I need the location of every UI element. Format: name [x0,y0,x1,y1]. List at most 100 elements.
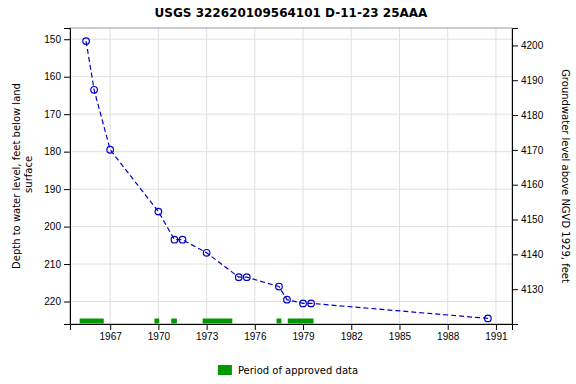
legend-swatch [218,365,232,375]
tick: 1991 [485,324,508,342]
tick-mark [512,254,518,255]
tick-label: 220 [44,296,61,307]
grid-line [70,264,512,265]
point [91,87,98,94]
grid-line [110,28,111,324]
tick-label: 1991 [485,331,508,342]
tick-mark [64,189,70,190]
tick-label: 150 [44,34,61,45]
point [171,236,178,243]
tick: 1973 [196,324,219,342]
tick-label: 4180 [521,110,544,121]
title: USGS 322620109564101 D-11-23 25AAA [155,6,428,20]
tick-mark [303,324,304,330]
tick-label: 1976 [244,331,267,342]
tick-label: 4140 [521,249,544,260]
approved-span [288,319,314,324]
grid-line [303,28,304,324]
tick: 4160 [512,179,544,190]
tick-label: 4150 [521,214,544,225]
tick: 1967 [100,324,123,342]
point [107,146,114,153]
tick-label: 4170 [521,145,544,156]
grid-line [70,301,512,302]
tick: 1988 [437,324,460,342]
grid-line [70,189,512,190]
tick-label: 190 [44,184,61,195]
y-axis-label: Depth to water level, feet below land su… [11,83,34,269]
tick-mark [64,302,70,303]
tick-mark [399,324,400,330]
tick: 1976 [244,324,267,342]
point [308,300,315,307]
grid-line [351,28,352,324]
tick-label: 1979 [292,331,315,342]
tick: 4200 [512,40,544,51]
point [276,283,283,290]
tick-label: 4130 [521,284,544,295]
tick: 4130 [512,284,544,295]
tick-label: 4190 [521,75,544,86]
tick-mark [496,324,497,330]
series-line [86,41,488,318]
tick-mark [512,80,518,81]
grid-line [70,114,512,115]
tick: 1970 [148,324,171,342]
legend: Period of approved data [218,365,358,376]
tick-mark [64,39,70,40]
grid-line [399,28,400,324]
y2-axis: 4130 4140 4150 4160 4170 4180 4190 4200 [512,29,544,325]
tick-label: 200 [44,221,61,232]
tick: 4190 [512,75,544,86]
tick: 4170 [512,145,544,156]
approved-span [171,319,177,324]
tick-mark [110,324,111,330]
tick: 1985 [389,324,412,342]
grid-line [495,28,496,324]
tick-mark [512,115,518,116]
point [235,274,242,281]
tick-mark [351,324,352,330]
marks [80,38,492,322]
grid-line [206,28,207,324]
tick-mark [64,264,70,265]
tick: 1982 [341,324,364,342]
tick-label: 1973 [196,331,219,342]
y2-axis-line [513,29,519,325]
y-axis: 150 160 170 180 190 200 210 220 [44,29,70,325]
approved-span [277,319,282,324]
y2-axis-label: Groundwater level above NGVD 1929, feet [560,69,571,283]
tick: 4180 [512,110,544,121]
grid-line [70,226,512,227]
tick: 220 [44,296,70,307]
plot: 1967197019731976197919821985198819911501… [11,28,571,342]
tick: 4150 [512,214,544,225]
tick-label: 160 [44,71,61,82]
grid-line [70,151,512,152]
tick-mark [64,114,70,115]
tick-mark [512,45,518,46]
point [485,315,492,322]
tick-mark [512,220,518,221]
tick-mark [64,152,70,153]
grid-line [158,28,159,324]
point [83,38,90,45]
tick-mark [512,150,518,151]
grid [70,28,512,324]
x-axis: 1967 1970 1973 1976 1979 1982 1985 1988 1991 [71,324,513,342]
tick-label: 210 [44,259,61,270]
approved-span [203,319,233,324]
tick-label: 1970 [148,331,171,342]
approved-span [154,319,159,324]
tick: 190 [44,184,70,195]
tick-label: 180 [44,146,61,157]
grid-line [70,39,512,40]
y-axis-line [64,29,71,325]
tick: 1979 [292,324,315,342]
tick-label: 1967 [100,331,123,342]
tick-mark [512,185,518,186]
tick-mark [448,324,449,330]
tick-mark [207,324,208,330]
tick-label: 170 [44,109,61,120]
tick: 4140 [512,249,544,260]
